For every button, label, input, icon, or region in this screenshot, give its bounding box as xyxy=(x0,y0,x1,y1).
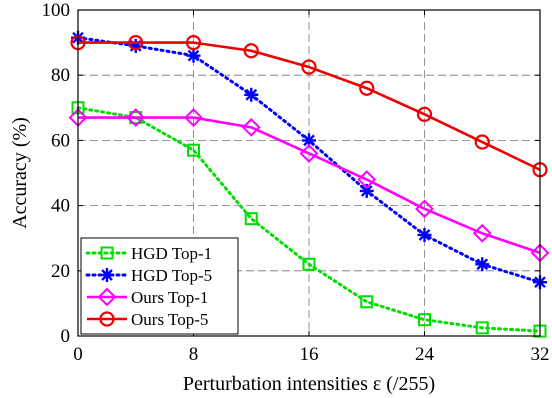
data-point-square xyxy=(244,212,258,226)
data-point-diamond xyxy=(357,170,377,189)
data-point-asterisk xyxy=(244,87,259,102)
data-point-diamond xyxy=(472,223,492,243)
y-tick-label: 80 xyxy=(51,65,70,86)
legend-item: HGD Top-5 xyxy=(85,266,212,285)
series-square xyxy=(71,101,547,338)
data-point-square xyxy=(475,321,489,335)
legend-item: Ours Top-1 xyxy=(87,287,208,307)
series-diamond xyxy=(68,108,550,263)
x-tick-label: 8 xyxy=(189,344,199,365)
legend-label: Ours Top-1 xyxy=(131,288,208,307)
series-line xyxy=(78,116,541,255)
data-point-circle xyxy=(185,34,202,51)
x-axis-label: Perturbation intensities ε (/255) xyxy=(183,373,435,395)
y-tick-label: 60 xyxy=(51,130,70,151)
data-point-diamond xyxy=(184,108,203,127)
data-point-square xyxy=(418,313,431,327)
data-point-circle xyxy=(301,59,317,75)
axis-ticks: 0 8 16 24 32 0 20 40 60 80 100 xyxy=(42,0,550,365)
data-point-asterisk xyxy=(186,48,201,63)
data-point-square xyxy=(360,295,374,309)
y-tick-label: 0 xyxy=(61,326,71,347)
data-point-square xyxy=(100,246,114,260)
data-point-diamond xyxy=(415,199,434,219)
data-point-circle xyxy=(243,43,259,59)
data-point-asterisk xyxy=(359,183,374,198)
legend: HGD Top-1 HGD Top-5 Ours Top-1 Ours Top-5 xyxy=(80,237,239,335)
x-tick-label: 16 xyxy=(300,344,319,365)
data-point-asterisk xyxy=(302,133,316,148)
legend-label: HGD Top-5 xyxy=(131,266,212,285)
series-line xyxy=(78,41,541,171)
x-tick-label: 0 xyxy=(73,344,83,365)
x-tick-label: 24 xyxy=(415,344,435,365)
series-lines xyxy=(68,30,550,338)
data-point-asterisk xyxy=(417,227,432,242)
data-point-diamond xyxy=(126,108,146,127)
data-point-asterisk xyxy=(100,268,114,282)
data-point-asterisk xyxy=(475,257,490,272)
y-tick-label: 20 xyxy=(51,261,70,282)
x-tick-label: 32 xyxy=(531,344,550,365)
y-tick-label: 100 xyxy=(42,0,71,21)
y-axis-label: Accuracy (%) xyxy=(9,117,31,229)
legend-item: Ours Top-5 xyxy=(87,310,208,329)
data-point-circle xyxy=(416,106,433,122)
data-point-square xyxy=(187,143,200,157)
series-line xyxy=(76,106,542,333)
data-point-diamond xyxy=(97,287,117,307)
legend-label: Ours Top-5 xyxy=(131,310,208,329)
data-point-circle xyxy=(359,80,375,96)
data-point-circle xyxy=(99,311,115,327)
data-point-circle xyxy=(474,134,490,150)
data-point-square xyxy=(302,257,316,271)
legend-item: HGD Top-1 xyxy=(85,244,212,263)
data-point-diamond xyxy=(241,117,261,137)
data-point-diamond xyxy=(299,144,319,163)
y-tick-label: 40 xyxy=(51,196,70,217)
data-point-asterisk xyxy=(128,38,143,53)
legend-label: HGD Top-1 xyxy=(131,244,212,263)
data-point-circle xyxy=(128,34,144,51)
